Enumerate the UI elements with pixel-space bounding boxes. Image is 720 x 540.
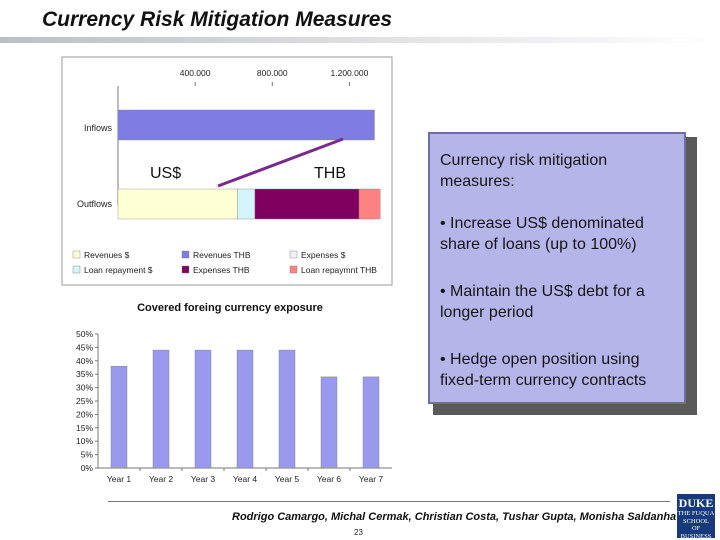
legend-label: Expenses $ <box>301 250 346 260</box>
cashflow-bar-segment <box>358 188 381 220</box>
annotation-usd: US$ <box>150 165 181 182</box>
exposure-y-tick-label: 40% <box>76 356 93 366</box>
legend-swatch <box>72 265 81 274</box>
legend-label: Revenues THB <box>193 250 251 260</box>
cashflow-chart-frame <box>61 56 393 286</box>
exposure-bar <box>278 349 296 469</box>
exposure-x-tick-label: Year 4 <box>233 474 258 484</box>
exposure-bar <box>236 349 254 469</box>
exposure-x-tick-label: Year 6 <box>317 474 342 484</box>
cashflow-category-labels: Inflows Outflows <box>77 123 113 209</box>
exposure-y-tick-label: 5% <box>81 450 94 460</box>
cashflow-tick-label: 800.000 <box>257 68 288 78</box>
exposure-x-tick-label: Year 5 <box>275 474 300 484</box>
callout-intro: Currency risk mitigation measures: <box>440 152 608 190</box>
exposure-y-tick-label: 15% <box>76 423 93 433</box>
cashflow-category-label: Inflows <box>84 123 113 133</box>
exposure-bar <box>362 376 380 469</box>
callout-bullet-1: • Increase US$ denominated share of loan… <box>440 215 644 253</box>
exposure-bars <box>110 349 380 469</box>
legend-swatch <box>181 265 190 274</box>
legend-swatch <box>181 250 190 259</box>
cashflow-bars <box>117 109 381 220</box>
cashflow-annotations: US$ THB <box>150 137 346 188</box>
annotation-thb: THB <box>314 165 346 182</box>
legend-label: Revenues $ <box>84 250 130 260</box>
exposure-bar <box>320 376 338 469</box>
legend-label: Loan repaymnt THB <box>301 265 377 275</box>
mitigation-callout: Currency risk mitigation measures: • Inc… <box>428 132 686 404</box>
footer-authors: Rodrigo Camargo, Michal Cermak, Christia… <box>232 511 677 523</box>
cashflow-axis-ticks: 400.000 800.000 1.200.000 <box>117 68 369 205</box>
duke-fuqua-logo: DUKE THE FUQUA SCHOOL OF BUSINESS <box>677 494 715 540</box>
exposure-y-tick-label: 25% <box>76 396 93 406</box>
exposure-x-tick-label: Year 1 <box>107 474 132 484</box>
legend-swatch <box>72 250 81 259</box>
title-underline <box>0 37 720 43</box>
logo-line-4: OF BUSINESS <box>680 525 712 540</box>
cashflow-category-label: Outflows <box>77 199 113 209</box>
exposure-chart-title: Covered foreing currency exposure <box>137 302 323 314</box>
callout-bullet-3: • Hedge open position using fixed-term c… <box>440 351 647 389</box>
exposure-bar <box>110 365 128 469</box>
exposure-x-tick-label: Year 7 <box>359 474 384 484</box>
legend-label: Loan repayment $ <box>84 265 153 275</box>
logo-line-1: DUKE <box>678 496 714 510</box>
exposure-y-tick-label: 30% <box>76 383 93 393</box>
exposure-y-tick-label: 50% <box>76 329 93 339</box>
exposure-y-tick-label: 45% <box>76 342 93 352</box>
cashflow-bar-segment <box>237 188 256 220</box>
exposure-x-tick-label: Year 3 <box>191 474 216 484</box>
annotation-arrow <box>217 137 344 188</box>
exposure-y-tick-label: 0% <box>81 463 94 473</box>
slide-title: Currency Risk Mitigation Measures <box>42 8 393 31</box>
footer-rule <box>108 501 670 502</box>
cashflow-tick-label: 400.000 <box>180 68 211 78</box>
exposure-x-tick-label: Year 2 <box>149 474 174 484</box>
cashflow-tick-label: 1.200.000 <box>331 68 369 78</box>
exposure-bar <box>194 349 212 469</box>
logo-line-2: THE FUQUA <box>677 510 715 517</box>
legend-swatch <box>289 265 298 274</box>
callout-bullet-2: • Maintain the US$ debt for a longer per… <box>440 283 645 321</box>
exposure-y-tick-label: 10% <box>76 436 93 446</box>
logo-line-3: SCHOOL <box>682 517 709 525</box>
exposure-y-tick-label: 20% <box>76 409 93 419</box>
page-number: 23 <box>354 528 363 537</box>
cashflow-bar-segment <box>117 109 375 141</box>
exposure-chart: Covered foreing currency exposure 0% 5% 10… <box>76 302 392 484</box>
legend-label: Expenses THB <box>193 265 250 275</box>
cashflow-bar-segment <box>117 188 238 220</box>
cashflow-legend: Revenues $ Revenues THB Expenses $ Loan rep… <box>72 250 377 275</box>
cashflow-chart: 400.000 800.000 1.200.000 InflowsOutflows … <box>61 56 393 286</box>
exposure-y-tick-label: 35% <box>76 369 93 379</box>
legend-swatch <box>289 250 298 259</box>
cashflow-bar-segment <box>254 188 360 220</box>
exposure-bar <box>152 349 170 469</box>
